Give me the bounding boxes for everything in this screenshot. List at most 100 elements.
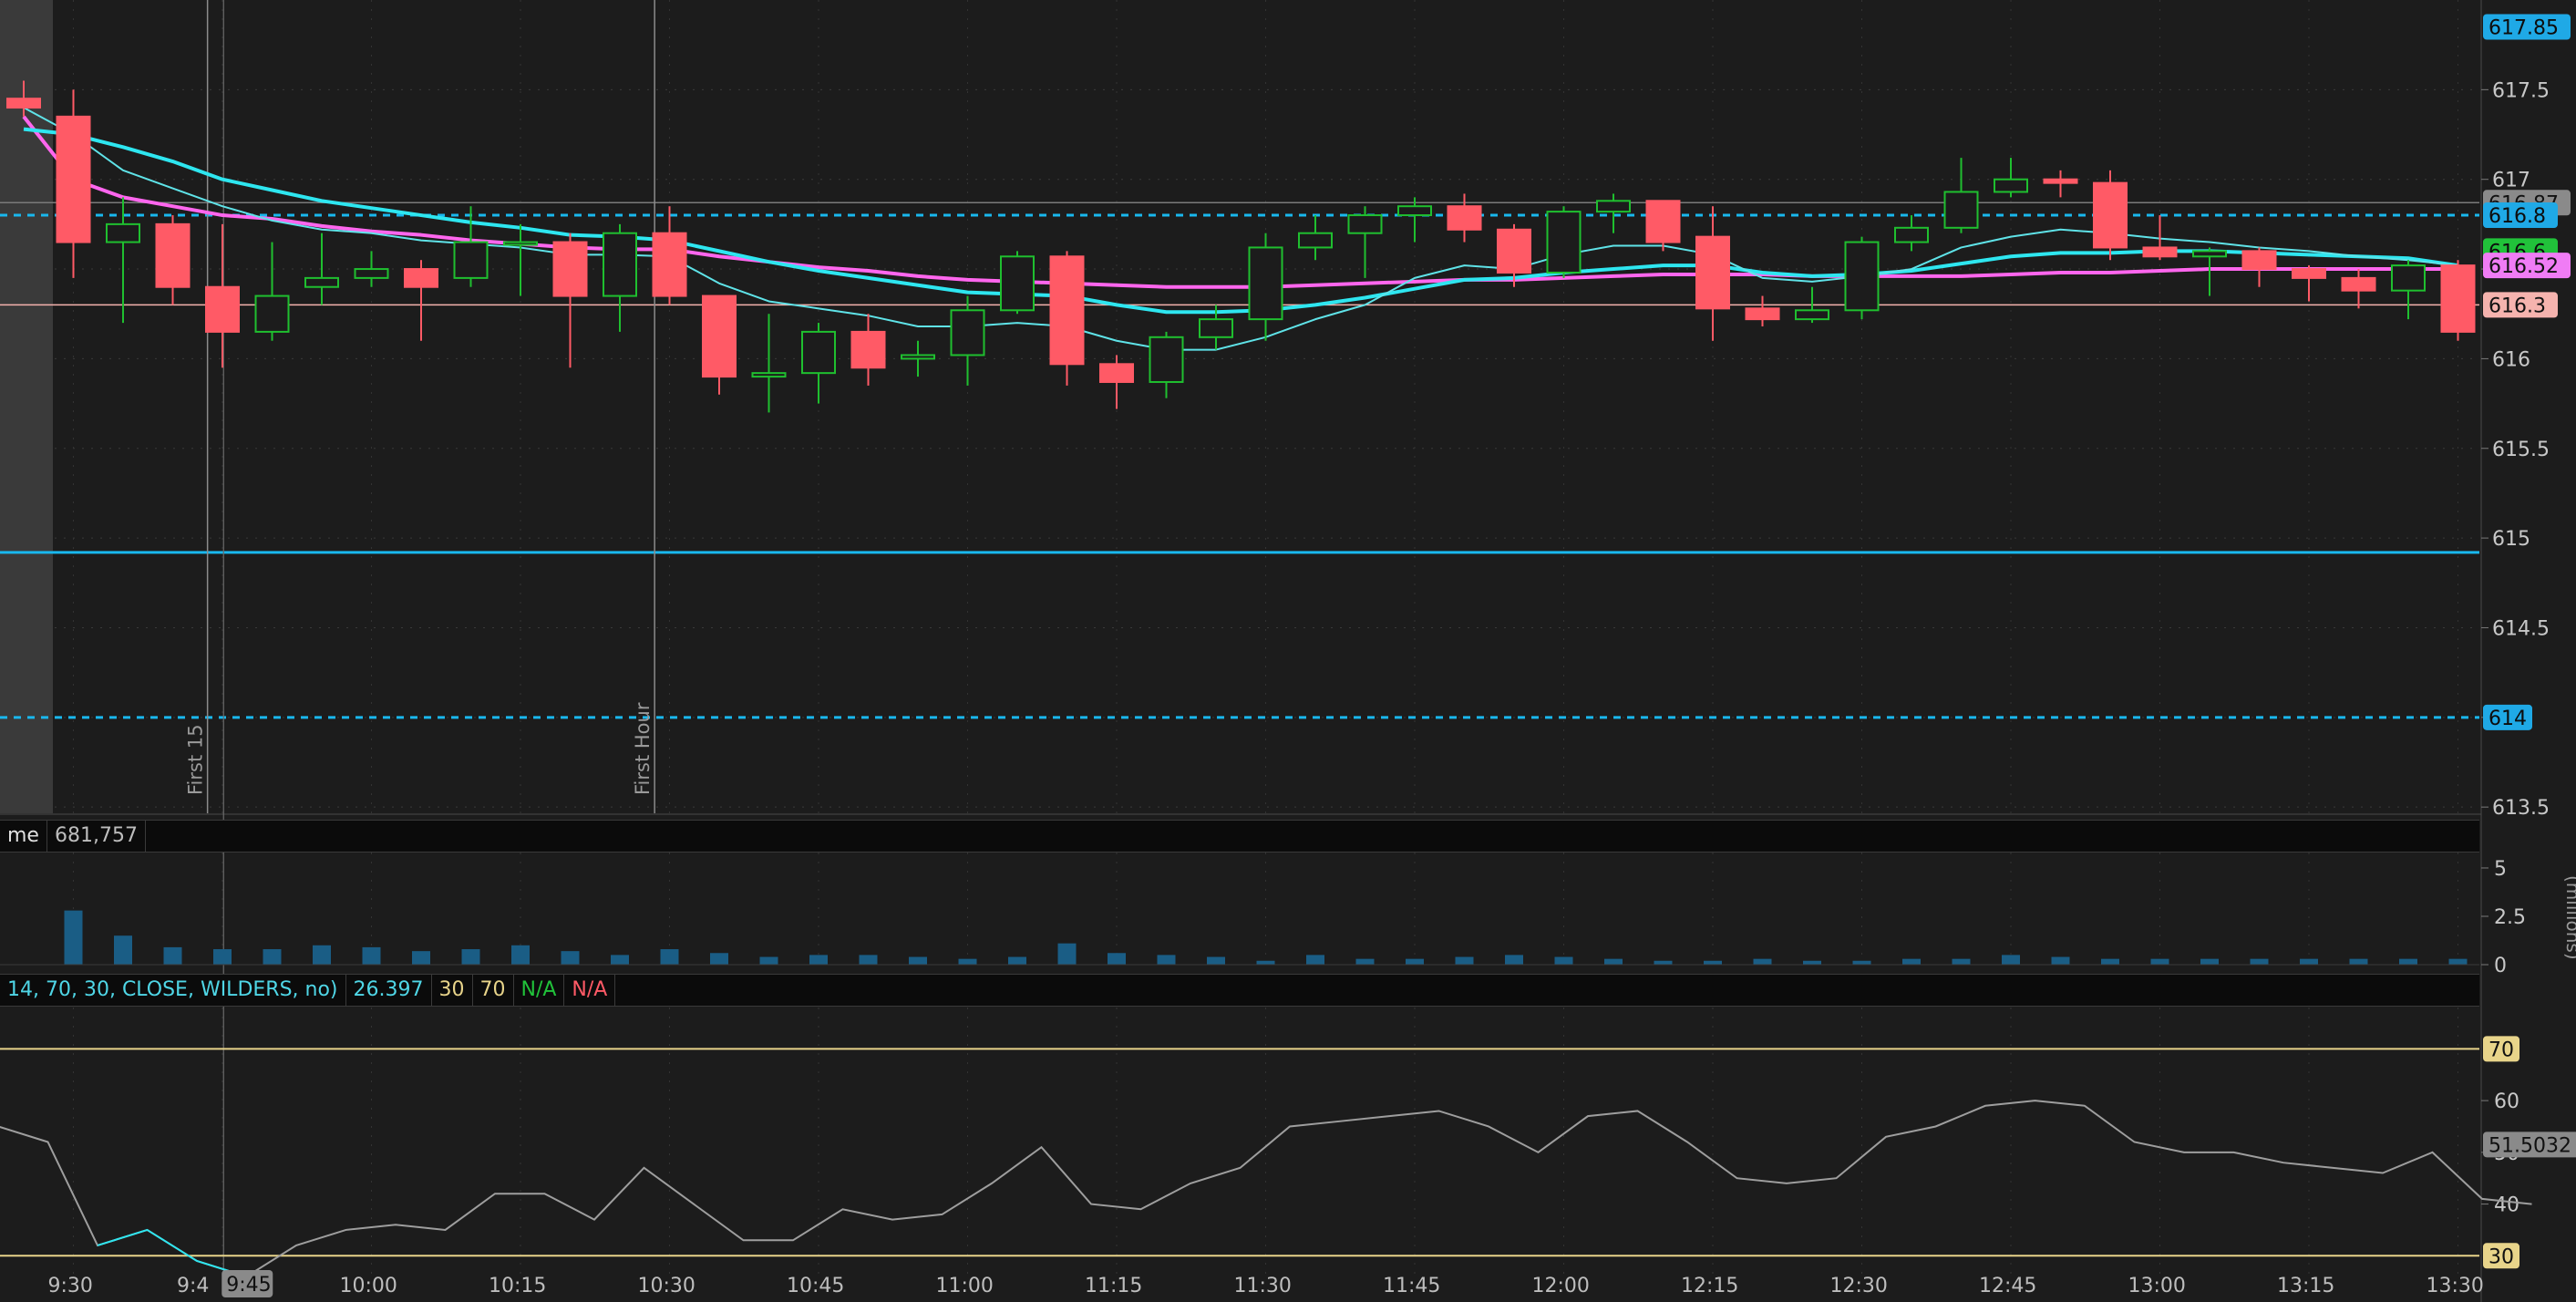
candle-down — [1645, 200, 1681, 243]
candle-up — [503, 241, 538, 246]
price-tick-label: 617.5 — [2492, 79, 2550, 102]
candle-down — [1447, 205, 1482, 231]
candle-down — [850, 330, 886, 369]
time-tick-label: 11:45 — [1383, 1275, 1440, 1297]
price-tag-label: 616.52 — [2488, 255, 2559, 278]
price-tag — [2483, 253, 2571, 279]
volume-bar — [859, 955, 878, 965]
price-tick-label: 616 — [2492, 348, 2530, 371]
rsi-oversold-segment — [97, 1228, 247, 1277]
volume-bar — [1852, 960, 1871, 965]
volume-bar — [759, 956, 778, 965]
candle-down — [1099, 363, 1134, 383]
time-tick-label: 11:00 — [936, 1275, 994, 1297]
time-tick-label: 10:45 — [787, 1275, 844, 1297]
candle-down — [404, 268, 438, 288]
price-tick-label: 613.5 — [2492, 797, 2550, 820]
candle-down — [2241, 250, 2277, 271]
volume-bar — [1157, 955, 1176, 965]
volume-bar — [1803, 960, 1821, 965]
candle-down — [2440, 264, 2476, 333]
candle-up — [1149, 336, 1184, 383]
time-tick-label: 11:30 — [1234, 1275, 1292, 1297]
volume-bar — [1207, 956, 1225, 965]
time-tick-label: 13:30 — [2427, 1275, 2484, 1297]
rsi-level-tag — [2483, 1036, 2519, 1062]
volume-bar — [561, 951, 580, 965]
rsi-level-tag-label: 70 — [2488, 1038, 2514, 1061]
time-tick-label: 9:30 — [48, 1275, 93, 1297]
candle-up — [1894, 226, 1929, 243]
candle-up — [1000, 255, 1035, 312]
time-tick-label: 12:15 — [1681, 1275, 1738, 1297]
rsi-value: 26.397 — [346, 975, 432, 1006]
time-tick-label: 12:30 — [1830, 1275, 1888, 1297]
candle-down — [552, 241, 588, 297]
candle-up — [354, 268, 389, 279]
time-tick-label: 10:15 — [489, 1275, 546, 1297]
candle-up — [1248, 246, 1283, 321]
volume-bar — [362, 946, 381, 965]
candle-up — [1298, 232, 1333, 249]
candle-up — [1943, 191, 1979, 229]
candle-down — [155, 222, 191, 288]
candle-down — [1497, 228, 1531, 274]
candle-up — [453, 241, 489, 279]
volume-bar — [958, 958, 977, 965]
volume-bar — [2101, 958, 2119, 965]
volume-tick-label: 5 — [2494, 858, 2507, 881]
price-tag — [2483, 292, 2558, 318]
candle-down — [6, 98, 41, 109]
candle-up — [1994, 178, 2028, 193]
price-tick-label: 617 — [2492, 170, 2530, 192]
volume-bar — [2051, 956, 2070, 965]
candle-down — [1695, 235, 1730, 310]
ema-slow-line — [23, 127, 2458, 315]
candle-up — [106, 222, 140, 243]
volume-bar — [710, 953, 728, 965]
rsi-study-header[interactable]: 14, 70, 30, CLOSE, WILDERS, no) 26.397 3… — [0, 974, 2479, 1007]
candle-up — [1795, 309, 1829, 321]
volume-bar — [1753, 958, 1772, 965]
rsi-level-tag — [2483, 1243, 2519, 1269]
time-tick-label: 12:45 — [1979, 1275, 2036, 1297]
candle-down — [1745, 307, 1780, 321]
volume-bar — [1306, 955, 1324, 965]
volume-value: 681,757 — [47, 821, 146, 852]
volume-bar — [909, 956, 927, 965]
premarket-shading — [0, 0, 53, 813]
volume-axis-unit: (millions) — [2562, 875, 2576, 960]
candle-up — [950, 309, 985, 356]
candle-down — [702, 294, 737, 378]
price-tag-label: 617.85 — [2488, 17, 2559, 40]
candle-up — [603, 232, 637, 297]
candle-up — [801, 330, 836, 375]
candle-up — [254, 294, 290, 333]
time-tick-label: 10:00 — [340, 1275, 397, 1297]
ema-fast-line — [23, 107, 2458, 351]
price-tag-label: 616.8 — [2488, 205, 2546, 228]
volume-bar — [114, 935, 132, 965]
candle-down — [205, 285, 240, 333]
volume-study-header[interactable]: me 681,757 — [0, 820, 2479, 852]
volume-bar — [313, 945, 331, 965]
volume-bar — [1654, 960, 1673, 965]
volume-bar — [1455, 956, 1474, 965]
volume-bar — [511, 945, 530, 965]
rsi-up-signal: N/A — [514, 975, 565, 1006]
volume-bar — [1406, 958, 1424, 965]
candle-down — [2142, 246, 2178, 258]
volume-bar — [2250, 958, 2269, 965]
volume-bar — [1604, 958, 1623, 965]
rsi-down-signal: N/A — [564, 975, 616, 1006]
volume-bar — [2200, 958, 2219, 965]
candle-down — [1049, 255, 1085, 366]
volume-bar — [1355, 958, 1375, 965]
volume-bar — [263, 949, 282, 965]
candle-down — [2292, 268, 2326, 279]
volume-bar — [1952, 958, 1971, 965]
candle-down — [2341, 276, 2376, 292]
price-tag — [2483, 704, 2532, 730]
